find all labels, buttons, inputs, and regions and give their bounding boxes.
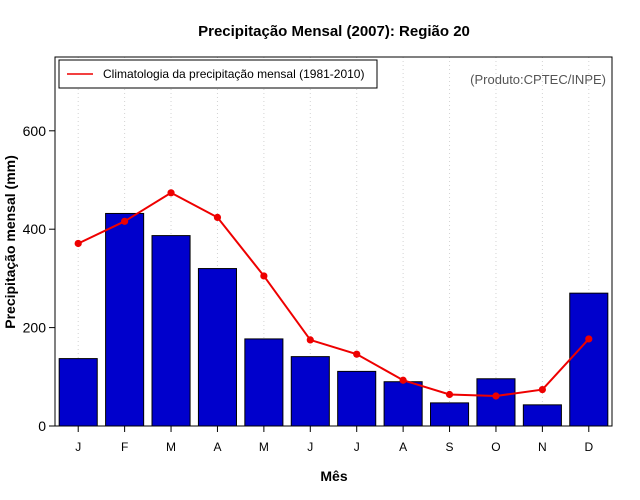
bar <box>430 402 470 427</box>
x-tick-label: F <box>121 440 128 454</box>
x-tick-label: J <box>354 440 360 454</box>
climatology-point <box>260 272 268 280</box>
bar <box>569 292 609 427</box>
y-tick-label: 200 <box>23 320 47 336</box>
climatology-point <box>492 392 500 400</box>
bar <box>244 338 284 427</box>
x-tick-label: J <box>75 440 81 454</box>
y-axis-label: Precipitação mensal (mm) <box>2 155 18 329</box>
x-tick-label: O <box>491 440 500 454</box>
climatology-line <box>77 191 590 397</box>
y-tick-label: 400 <box>23 221 47 237</box>
y-tick-label: 0 <box>38 418 46 434</box>
x-tick-label: J <box>307 440 313 454</box>
climatology-point <box>74 239 82 248</box>
legend: Climatologia da precipitação mensal (198… <box>58 59 378 89</box>
bar <box>105 212 145 427</box>
climatology-point <box>585 335 593 343</box>
climatology-line-series <box>74 189 593 400</box>
climatology-point <box>353 350 361 358</box>
y-axis: 0 200 400 600 <box>23 123 55 434</box>
x-tick-label: S <box>446 440 454 454</box>
climatology-point <box>213 213 222 221</box>
legend-box <box>58 59 378 89</box>
plot-frame <box>54 56 613 427</box>
x-tick-label: A <box>213 440 221 454</box>
x-axis-label: Mês <box>320 468 347 484</box>
legend-entry-climatology: Climatologia da precipitação mensal (198… <box>103 67 364 81</box>
product-credit: (Produto:CPTEC/INPE) <box>470 72 606 87</box>
x-tick-label: A <box>399 440 407 454</box>
bar <box>290 356 330 427</box>
bar <box>522 404 562 427</box>
y-tick-label: 600 <box>23 123 47 139</box>
bar <box>476 378 516 427</box>
climatology-point <box>399 376 407 384</box>
climatology-point <box>121 217 129 225</box>
climatology-point <box>538 385 546 394</box>
bar-series <box>58 212 609 427</box>
x-tick-label: M <box>166 440 176 454</box>
bar <box>58 358 98 427</box>
bar <box>383 381 423 427</box>
bar <box>151 235 191 427</box>
climatology-point <box>167 189 175 197</box>
x-tick-label: N <box>538 440 547 454</box>
bar <box>337 370 377 427</box>
chart-title: Precipitação Mensal (2007): Região 20 <box>198 23 470 40</box>
climatology-point <box>306 336 314 344</box>
x-tick-label: D <box>584 440 593 454</box>
climatology-point <box>445 390 454 399</box>
x-tick-label: M <box>259 440 269 454</box>
bar <box>197 268 237 427</box>
